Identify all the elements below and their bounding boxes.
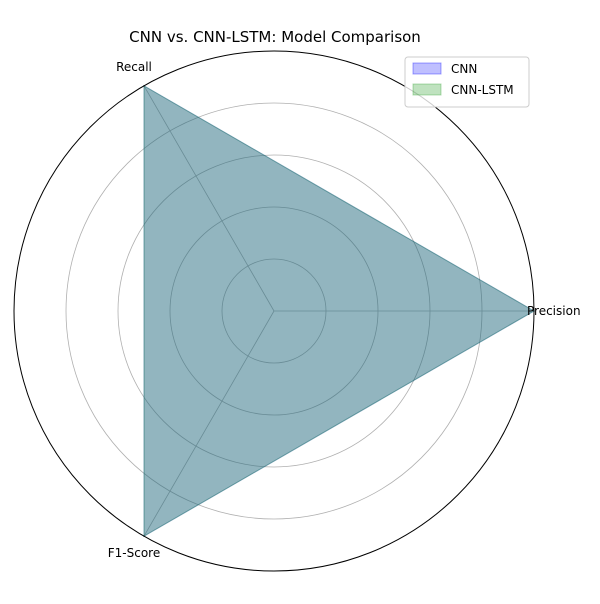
chart-title: CNN vs. CNN-LSTM: Model Comparison: [129, 28, 421, 46]
legend-label-cnn-lstm: CNN-LSTM: [451, 83, 514, 97]
legend-box: [404, 56, 530, 108]
legend: CNN CNN-LSTM: [404, 56, 530, 108]
category-labels: Precision Recall F1-Score: [108, 60, 581, 560]
spoke-f1-score: [143, 310, 275, 537]
category-label-recall: Recall: [116, 60, 152, 74]
series-layer: [143, 84, 535, 538]
category-label-f1-score: F1-Score: [108, 546, 160, 560]
radial-grid: [65, 85, 534, 537]
series-area-cnn-lstm: [143, 84, 535, 538]
series-area-cnn: [143, 84, 535, 538]
legend-swatch-cnn-lstm: [412, 83, 442, 96]
spoke-recall: [143, 85, 275, 312]
legend-label-cnn: CNN: [451, 62, 477, 76]
legend-swatch-cnn: [412, 62, 442, 75]
category-label-precision: Precision: [527, 304, 581, 318]
polar-frame: [13, 50, 535, 572]
